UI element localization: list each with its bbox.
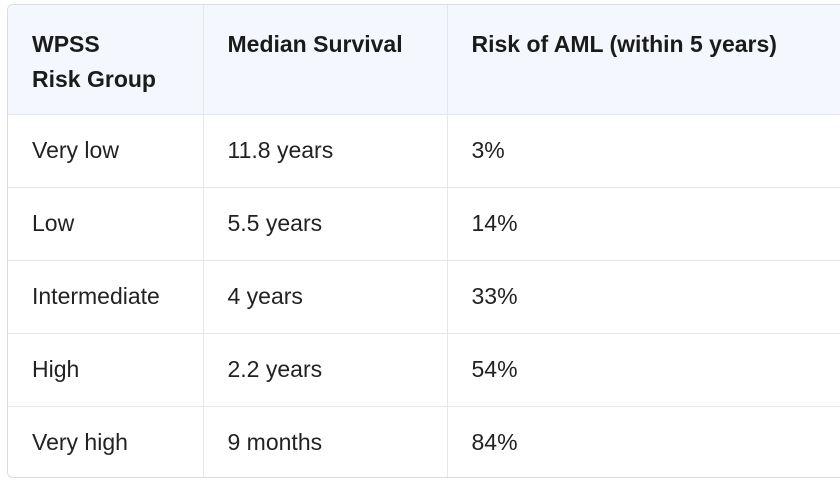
cell-median-survival: 4 years bbox=[203, 260, 448, 334]
cell-median-survival: 5.5 years bbox=[203, 187, 448, 261]
cell-aml-risk: 84% bbox=[471, 429, 518, 455]
cell-median-survival: 9 months bbox=[203, 406, 448, 477]
table-row: Intermediate 4 years 33% bbox=[8, 260, 840, 334]
header-risk-group-line2: Risk Group bbox=[32, 66, 156, 92]
table-body: Very low 11.8 years 3% Low 5.5 years 14%… bbox=[8, 114, 840, 477]
cell-risk-group: Very high bbox=[8, 406, 204, 477]
cell-risk-group: Intermediate bbox=[8, 260, 204, 334]
cell-aml-risk: 14% bbox=[447, 187, 840, 261]
cell-aml-risk: 3% bbox=[447, 114, 840, 188]
cell-median-survival: 2.2 years bbox=[203, 333, 448, 407]
cell-aml-risk: 54% bbox=[447, 333, 840, 407]
cell-risk-group: Low bbox=[8, 187, 204, 261]
table-row: Very low 11.8 years 3% bbox=[8, 114, 840, 188]
cell-risk-group: High bbox=[8, 333, 204, 407]
table-row: High 2.2 years 54% bbox=[8, 333, 840, 407]
table-row: Very high 9 months 84% bbox=[8, 406, 840, 477]
header-aml-risk: Risk of AML (within 5 years) bbox=[447, 5, 840, 115]
cell-risk-group: Very low bbox=[8, 114, 204, 188]
header-row: WPSS Risk Group Median Survival Risk of … bbox=[8, 5, 840, 115]
header-median-survival: Median Survival bbox=[203, 5, 448, 115]
table-header: WPSS Risk Group Median Survival Risk of … bbox=[8, 5, 840, 115]
header-risk-group-line1: WPSS bbox=[32, 31, 100, 57]
cell-median-survival: 11.8 years bbox=[203, 114, 448, 188]
table-row: Low 5.5 years 14% bbox=[8, 187, 840, 261]
header-risk-group: WPSS Risk Group bbox=[8, 5, 204, 115]
wpss-risk-table: WPSS Risk Group Median Survival Risk of … bbox=[7, 4, 840, 478]
cell-aml-risk: 33% bbox=[447, 260, 840, 334]
risk-table: WPSS Risk Group Median Survival Risk of … bbox=[8, 5, 840, 477]
